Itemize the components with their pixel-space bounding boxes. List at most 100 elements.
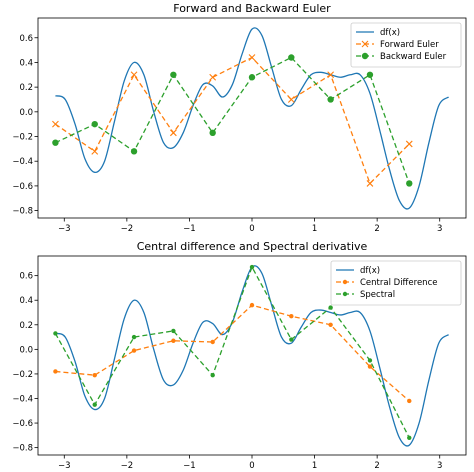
series-line-spectral <box>54 265 410 439</box>
data-point <box>131 334 137 340</box>
x-tick-label: 1 <box>312 461 317 471</box>
x-tick-label: −2 <box>121 224 134 234</box>
legend-label-df-x: df(x) <box>380 28 400 38</box>
legend-label-df-x: df(x) <box>360 266 380 276</box>
series-central-difference <box>53 302 412 404</box>
y-tick-label: −0.8 <box>12 444 33 454</box>
data-point <box>171 328 176 334</box>
data-point <box>52 120 59 128</box>
data-point <box>249 302 255 308</box>
x-tick-label: 1 <box>312 224 317 234</box>
legend-marker <box>361 52 369 60</box>
x-tick-label: −3 <box>58 224 71 234</box>
y-tick-label: −0.4 <box>12 394 33 404</box>
data-point <box>92 402 97 407</box>
data-point <box>91 147 99 155</box>
legend-label-central-difference: Central Difference <box>360 278 437 288</box>
data-point <box>171 338 176 343</box>
data-point <box>328 305 333 310</box>
x-tick-label: −2 <box>121 461 134 471</box>
x-tick-label: 2 <box>374 224 379 234</box>
x-tick-label: 0 <box>249 461 254 471</box>
plot-area <box>53 264 450 447</box>
data-point <box>52 139 59 146</box>
data-point <box>367 358 373 363</box>
data-point <box>407 398 412 404</box>
data-point <box>249 264 255 270</box>
data-point <box>92 372 97 378</box>
data-point <box>53 331 58 336</box>
legend-box <box>330 260 462 306</box>
y-tick-label: −0.4 <box>12 157 33 167</box>
series-forward-euler <box>52 54 413 187</box>
data-point <box>407 435 412 441</box>
data-point <box>91 120 98 128</box>
y-tick-label: 0.0 <box>19 108 33 118</box>
data-point <box>327 96 334 103</box>
data-point <box>367 364 373 369</box>
y-tick-label: −0.6 <box>12 182 33 192</box>
series-line-forward-euler <box>55 56 410 185</box>
y-tick-label: −0.2 <box>12 370 33 380</box>
plot-area <box>52 27 450 210</box>
series-line-central-difference <box>55 304 410 402</box>
data-point <box>209 73 217 81</box>
series-df-x <box>55 27 450 210</box>
data-point <box>210 372 215 378</box>
y-tick-label: −0.8 <box>12 207 33 217</box>
y-tick-label: 0.4 <box>19 296 33 306</box>
legend: df(x) Forward Euler Backward Euler <box>350 22 462 68</box>
data-point <box>327 71 335 79</box>
y-tick-label: 0.2 <box>19 321 33 331</box>
data-point <box>170 71 177 78</box>
data-point <box>288 54 295 61</box>
x-tick-label: −1 <box>183 461 196 471</box>
chart-title: Forward and Backward Euler <box>173 2 331 15</box>
y-tick-label: −0.2 <box>12 133 33 143</box>
y-tick-label: 0.6 <box>19 272 33 282</box>
data-point <box>405 140 413 148</box>
data-point <box>131 348 137 353</box>
data-point <box>289 337 294 342</box>
series-line-backward-euler <box>55 56 410 184</box>
x-tick-label: 2 <box>374 461 379 471</box>
chart-panel-1: Forward and Backward Euler −3 −2 −1 0 1 2 3 −0.8… <box>12 2 467 234</box>
data-point <box>366 71 374 78</box>
data-point <box>130 71 138 79</box>
data-point <box>169 129 177 137</box>
y-tick-label: 0.6 <box>19 34 33 44</box>
legend-marker <box>342 279 348 285</box>
legend-marker <box>342 291 348 297</box>
data-point <box>209 129 216 137</box>
series-line-df-x <box>55 27 450 210</box>
y-tick-label: 0.2 <box>19 83 33 93</box>
legend-label-forward-euler: Forward Euler <box>380 40 439 50</box>
data-point <box>406 180 413 187</box>
y-tick-label: −0.6 <box>12 419 33 429</box>
data-point <box>287 96 295 103</box>
data-point <box>289 313 294 319</box>
legend-label-spectral: Spectral <box>360 290 395 300</box>
x-tick-label: 3 <box>437 461 442 471</box>
x-tick-label: 0 <box>249 224 254 234</box>
data-point <box>210 339 215 345</box>
x-tick-label: −1 <box>183 224 196 234</box>
legend: df(x) Central Difference Spectral <box>330 260 462 306</box>
series-backward-euler <box>52 54 413 187</box>
y-tick-label: 0.0 <box>19 345 33 355</box>
data-point <box>248 74 256 81</box>
chart-panel-2: Central difference and Spectral derivati… <box>12 240 467 471</box>
legend-marker <box>361 40 369 48</box>
x-tick-label: 3 <box>437 224 442 234</box>
y-tick-label: 0.4 <box>19 58 33 68</box>
legend-box <box>350 22 462 68</box>
legend-label-backward-euler: Backward Euler <box>380 52 447 62</box>
x-tick-label: −3 <box>58 461 71 471</box>
data-point <box>130 148 138 155</box>
data-point <box>53 369 58 374</box>
data-point <box>366 180 374 187</box>
data-point <box>248 54 256 61</box>
chart-title: Central difference and Spectral derivati… <box>137 240 368 253</box>
data-point <box>328 322 333 327</box>
